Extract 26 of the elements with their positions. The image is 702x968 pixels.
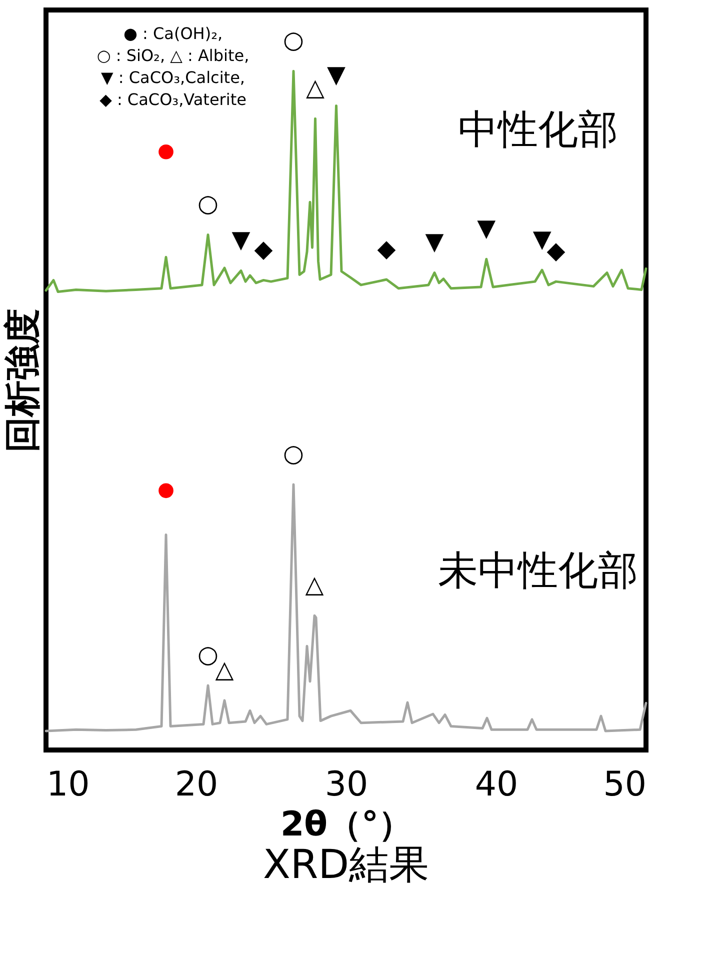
annotation: ○ (198, 190, 218, 218)
y-axis-title: 回析強度 (2, 308, 44, 452)
text: ○ : SiO₂, △ : Albite, (96, 46, 250, 65)
annotation: ▼ : CaCO₃,Calcite, (101, 68, 245, 87)
text: 未中性化部 (438, 548, 638, 594)
annotation: △ (306, 74, 326, 102)
annotation: ▼ (232, 226, 251, 254)
text: XRD結果 (263, 842, 429, 888)
annotation: ○ (198, 640, 218, 669)
text: ● : Ca(OH)₂, (123, 24, 223, 43)
annotation: ◆ (377, 234, 396, 263)
x-tick-label: 50 (603, 764, 646, 804)
x-tick-label: 10 (46, 764, 90, 804)
x-tick-label: 40 (474, 764, 518, 804)
x-axis-title: 2θ（°） (280, 804, 413, 844)
annotation: ○ (283, 26, 304, 54)
annotation: ▼ (327, 60, 346, 89)
annotation: ▼ (477, 214, 496, 242)
text: 中性化部 (458, 106, 618, 153)
x-tick-label: 20 (174, 764, 218, 804)
annotation: ◆ (254, 235, 274, 264)
annotation: ▼ (425, 228, 444, 256)
annotation: ◆ : CaCO₃,Vaterite (100, 90, 246, 109)
annotation: ○ (283, 440, 304, 468)
x-tick-label: 30 (324, 764, 368, 804)
annotation: △ (305, 570, 324, 599)
